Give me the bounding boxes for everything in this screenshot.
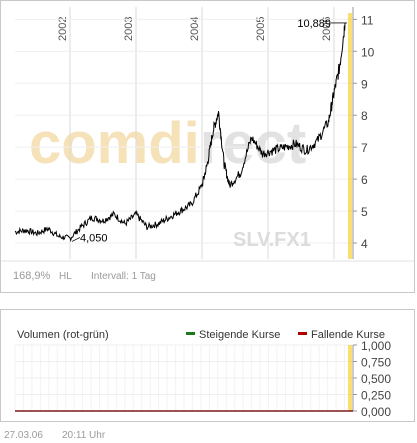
x-tick-label: 2006 xyxy=(321,17,333,41)
volume-y-tick-label: 0,750 xyxy=(361,356,391,370)
volume-chart-panel: Volumen (rot-grün) Steigende Kurse Fallend… xyxy=(0,309,415,422)
y-tick-label: 4 xyxy=(361,237,368,251)
performance-label: 168,9% xyxy=(13,270,51,282)
high-annotation: 10,889 xyxy=(297,18,331,30)
y-tick-label: 6 xyxy=(361,173,368,187)
volume-y-tick-label: 0,000 xyxy=(361,405,391,419)
footer-time: 20:11 Uhr xyxy=(62,430,106,441)
legend-swatch xyxy=(186,332,195,335)
x-tick-label: 2003 xyxy=(123,17,135,41)
low-marker xyxy=(71,237,81,242)
performance-suffix: HL xyxy=(59,271,72,282)
watermark-text: comdirect xyxy=(29,111,306,176)
volume-y-tick-label: 0,250 xyxy=(361,389,391,403)
price-chart-panel: comdirect 2002 2003 2004 2005 2006 4 5 6 7 8 9 10 11 S… xyxy=(0,0,415,293)
y-tick-label: 5 xyxy=(361,205,368,219)
legend-label: Steigende Kurse xyxy=(199,329,280,341)
price-chart: comdirect 2002 2003 2004 2005 2006 4 5 6 7 8 9 10 11 S… xyxy=(1,7,414,282)
latest-period-highlight xyxy=(348,13,352,259)
low-annotation: 4,050 xyxy=(80,232,108,244)
y-tick-label: 8 xyxy=(361,109,368,123)
volume-y-tick-label: 1,000 xyxy=(361,339,391,353)
volume-highlight xyxy=(348,345,352,411)
volume-y-tick-label: 0,500 xyxy=(361,372,391,386)
y-tick-label: 10 xyxy=(361,45,375,59)
volume-title: Volumen (rot-grün) xyxy=(17,329,109,341)
interval-label: Intervall: 1 Tag xyxy=(91,271,156,282)
x-tick-label: 2004 xyxy=(189,17,201,41)
y-tick-label: 11 xyxy=(361,13,374,27)
x-tick-label: 2005 xyxy=(255,17,267,41)
footer-date: 27.03.06 xyxy=(4,430,43,441)
legend-label: Fallende Kurse xyxy=(311,329,385,341)
x-tick-label: 2002 xyxy=(57,17,69,41)
instrument-label: SLV.FX1 xyxy=(233,229,311,251)
legend-swatch xyxy=(298,332,307,335)
y-tick-label: 9 xyxy=(361,77,368,91)
y-tick-label: 7 xyxy=(361,141,368,155)
volume-chart: Volumen (rot-grün) Steigende Kurse Fallend… xyxy=(14,329,391,419)
price-line xyxy=(14,22,346,243)
